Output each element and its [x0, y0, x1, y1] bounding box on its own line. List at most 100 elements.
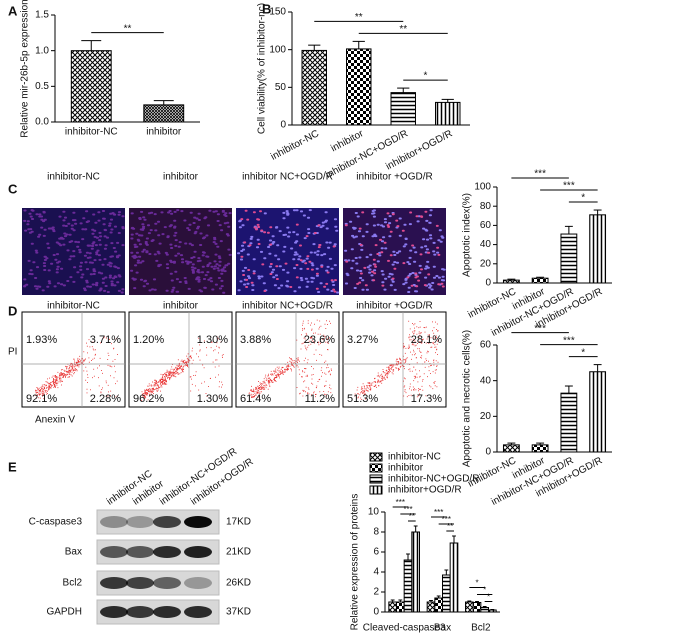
y-tick-label: 0 [485, 278, 491, 289]
significance-label: *** [403, 505, 412, 514]
bar [560, 392, 578, 453]
legend-swatch [369, 485, 383, 495]
bar [442, 574, 451, 613]
x-tick-label: Bax [434, 623, 451, 634]
legend-label: inhibitor+OGD/R [388, 485, 462, 496]
blot-band [184, 577, 212, 589]
protein-label: GAPDH [46, 607, 82, 618]
legend-swatch [369, 474, 383, 484]
y-tick-label: 40 [480, 375, 492, 386]
bar [502, 444, 520, 453]
panel-label: D [8, 303, 17, 318]
error-bar [467, 600, 472, 602]
quadrant-value: 2.28% [90, 393, 121, 405]
y-tick-label: 100 [474, 182, 491, 193]
flow-title: inhibitor NC+OGD/R [242, 301, 333, 312]
y-tick-label: 0.5 [35, 81, 49, 92]
error-bar [452, 535, 456, 543]
significance-label: *** [442, 515, 451, 524]
error-bar [352, 40, 365, 49]
quadrant-value: 1.30% [197, 334, 228, 346]
error-bar [436, 595, 441, 598]
x-tick-label: inhibitor [146, 127, 182, 138]
protein-label: C-caspase3 [29, 517, 83, 528]
x-tick-label: inhibitor-NC [65, 127, 118, 138]
significance-label: *** [434, 508, 443, 517]
flow-events [354, 320, 439, 400]
bar [390, 92, 416, 126]
flow-plot-frame [128, 311, 233, 408]
legend-swatch [369, 463, 383, 473]
bar [411, 531, 421, 613]
error-bar [490, 609, 495, 610]
blot-band [184, 606, 212, 618]
quadrant-value: 17.3% [411, 393, 442, 405]
blot-band [153, 606, 181, 618]
blot-band [126, 516, 154, 528]
size-label: 21KD [226, 547, 251, 558]
y-axis-label: Relative mir-26b-5p expression [20, 0, 31, 138]
blot-band [153, 516, 181, 528]
y-tick-label: 60 [480, 340, 492, 351]
quadrant-value: 3.27% [347, 334, 378, 346]
legend-label: inhibitor [388, 463, 424, 474]
y-axis-label: Apoptotic and necrotic cells(%) [462, 330, 473, 467]
error-bar [406, 553, 410, 560]
micrograph-title: inhibitor [163, 172, 199, 183]
error-bar [153, 100, 174, 105]
blot-band [100, 606, 128, 618]
protein-label: Bax [65, 547, 82, 558]
y-tick-label: 50 [275, 82, 287, 93]
cell-nuclei [237, 209, 340, 294]
error-bar [390, 599, 395, 602]
significance-label: * [487, 593, 490, 602]
panel-label: B [262, 1, 271, 16]
blot-band [184, 516, 212, 528]
quadrant-value: 23.6% [304, 334, 335, 346]
flow-events [248, 319, 332, 398]
tunel-positive [240, 209, 337, 293]
quadrant-value: 3.71% [90, 334, 121, 346]
significance-label: * [581, 193, 585, 204]
y-axis-label: Relative expression of proteins [350, 494, 361, 631]
quadrant-value: 11.2% [305, 393, 336, 405]
x-tick-label: Cleaved-caspase3 [363, 623, 446, 634]
quadrant-value: 51.3% [347, 393, 378, 405]
significance-label: * [581, 347, 585, 358]
bar [403, 559, 413, 613]
panel-label: E [8, 459, 17, 474]
micrograph-title: inhibitor +OGD/R [356, 172, 432, 183]
y-tick-label: 1.0 [35, 45, 49, 56]
significance-label: ** [447, 522, 453, 531]
quadrant-value: 28.1% [411, 334, 442, 346]
y-tick-label: 2 [373, 587, 379, 598]
y-tick-label: 60 [480, 220, 492, 231]
bar [531, 277, 549, 284]
y-tick-label: 80 [480, 201, 492, 212]
error-bar [593, 364, 602, 372]
significance-label: * [483, 586, 486, 595]
size-label: 37KD [226, 607, 251, 618]
y-tick-label: 20 [480, 258, 492, 269]
y-tick-label: 150 [269, 7, 286, 18]
quadrant-value: 3.88% [240, 334, 271, 346]
size-label: 17KD [226, 517, 251, 528]
flow-plot-frame [342, 311, 447, 408]
bar [388, 601, 398, 613]
significance-label: ** [399, 24, 407, 35]
quadrant-value: 61.4% [240, 393, 271, 405]
error-bar [441, 98, 454, 103]
bar [346, 48, 372, 126]
error-bar [429, 600, 433, 602]
error-bar [564, 385, 573, 394]
y-tick-label: 4 [373, 567, 379, 578]
error-bar [536, 442, 545, 445]
quadrant-value: 96.2% [133, 393, 164, 405]
bar [560, 233, 578, 284]
error-bar [593, 209, 602, 215]
panel-label: C [8, 181, 18, 196]
error-bar [308, 44, 321, 51]
error-bar [507, 278, 516, 281]
